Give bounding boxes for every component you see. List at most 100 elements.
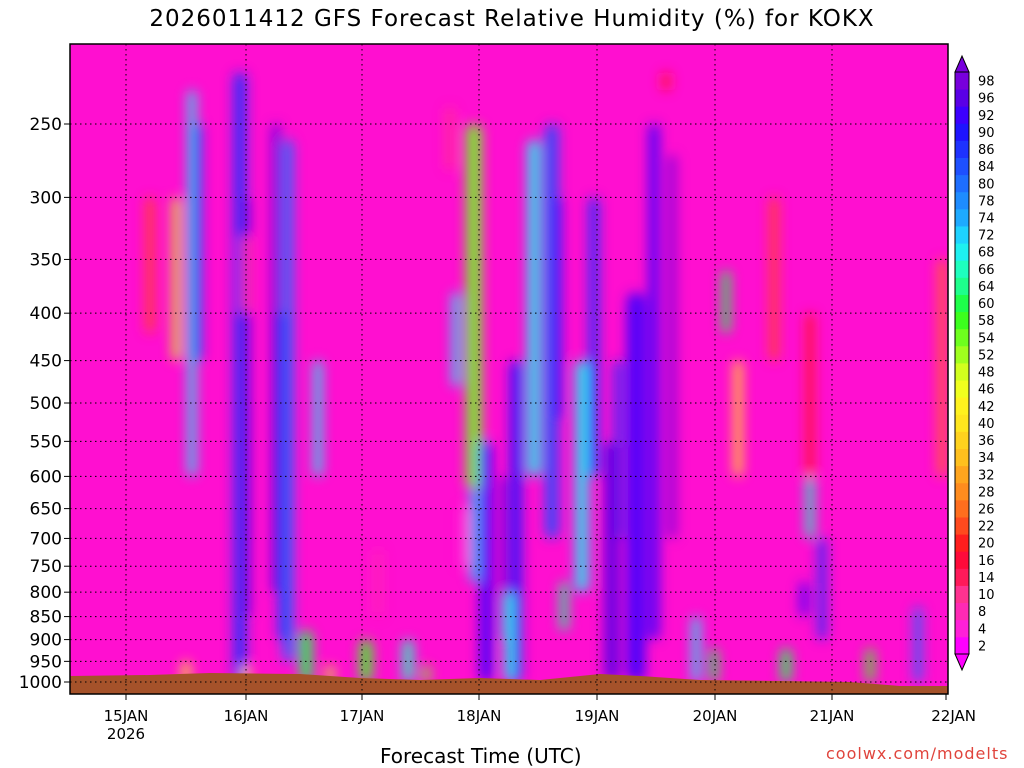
x-axis: 15JAN 16JAN 17JAN 18JAN 19JAN 20JAN 21JAN 22JAN… — [104, 694, 976, 743]
colorbar-label: 10 — [978, 588, 995, 603]
colorbar-swatch — [955, 294, 969, 313]
colorbar-swatch — [955, 174, 969, 193]
colorbar-label: 14 — [978, 571, 995, 586]
colorbar-swatch — [955, 534, 969, 552]
y-tick-label: 600 — [30, 467, 62, 487]
colorbar-label: 46 — [978, 383, 995, 398]
y-tick-label: 850 — [30, 608, 62, 628]
rh-region-27 — [626, 292, 646, 682]
colorbar-swatch — [955, 568, 969, 586]
humidity-field — [146, 72, 1018, 682]
rh-region-21 — [554, 197, 562, 419]
plot-frame — [69, 43, 949, 695]
colorbar-swatch — [955, 448, 969, 467]
rh-region-33 — [806, 476, 814, 539]
colorbar-frame — [954, 71, 970, 655]
rh-region-28 — [648, 124, 660, 640]
y-tick-label: 550 — [30, 432, 62, 452]
colorbar-label: 60 — [978, 297, 995, 312]
rh-region-56 — [458, 508, 466, 567]
y-tick-label: 300 — [30, 188, 62, 208]
rh-region-48 — [806, 313, 814, 477]
colorbar-swatch — [955, 551, 969, 569]
rh-region-22 — [575, 360, 589, 593]
colorbar-swatch — [955, 585, 969, 604]
colorbar-label: 20 — [978, 537, 995, 552]
colorbar-swatch — [955, 106, 969, 124]
y-tick-label: 750 — [30, 557, 62, 577]
rh-region-57 — [446, 107, 454, 170]
rh-region-53 — [146, 197, 154, 333]
colorbar-label: 36 — [978, 434, 995, 449]
rh-region-15 — [470, 489, 478, 582]
colorbar-swatch — [955, 345, 969, 364]
rh-region-42 — [422, 665, 430, 682]
colorbar-swatch — [955, 380, 969, 398]
colorbar-label: 34 — [978, 451, 995, 466]
colorbar-label: 4 — [978, 622, 986, 637]
rh-region-58 — [662, 72, 670, 91]
y-tick-label: 500 — [30, 394, 62, 414]
colorbar-label: 28 — [978, 485, 995, 500]
colorbar-swatch — [955, 140, 969, 158]
colorbar-label: 52 — [978, 348, 995, 363]
rh-region-35 — [800, 582, 808, 617]
colorbar-swatch — [955, 465, 969, 484]
colorbar-label: 68 — [978, 246, 995, 261]
rh-region-37 — [914, 607, 922, 682]
colorbar-swatch — [955, 157, 969, 176]
x-tick-label: 22JAN — [931, 707, 976, 725]
rh-region-14 — [452, 292, 460, 387]
rh-region-12 — [359, 639, 373, 682]
rh-region-36 — [692, 616, 700, 682]
y-tick-label: 250 — [30, 115, 62, 135]
colorbar-label: 66 — [978, 263, 995, 278]
rh-region-46 — [985, 661, 996, 682]
ground-terrain — [70, 673, 948, 694]
colorbar-label: 92 — [978, 109, 995, 124]
colorbar-swatch — [955, 260, 969, 278]
rh-region-50 — [1010, 313, 1018, 476]
rh-region-49 — [938, 259, 946, 477]
x-year-label: 2026 — [107, 725, 145, 743]
colorbar-label: 98 — [978, 75, 995, 90]
colorbar-swatch — [955, 89, 969, 107]
rh-region-32 — [734, 360, 742, 477]
rh-region-13 — [466, 124, 482, 490]
y-tick-label: 450 — [30, 352, 62, 372]
colorbar-label: 40 — [978, 417, 995, 432]
colorbar-label: 80 — [978, 177, 995, 192]
colorbar-swatch — [955, 499, 969, 518]
colorbar-label: 78 — [978, 194, 995, 209]
rh-region-8 — [172, 197, 181, 361]
colorbar-swatch — [955, 482, 969, 501]
rh-region-29 — [668, 155, 676, 539]
colorbar-label: 32 — [978, 468, 995, 483]
colorbar-max-arrow — [954, 54, 970, 73]
x-tick-label: 16JAN — [224, 707, 269, 725]
colorbar-label: 72 — [978, 229, 995, 244]
x-tick-label: 15JAN — [104, 707, 149, 725]
colorbar-swatch — [955, 431, 969, 449]
y-tick-label: 1000 — [19, 673, 62, 693]
y-tick-label: 800 — [30, 583, 62, 603]
rh-region-30 — [560, 582, 568, 631]
colorbar-label: 58 — [978, 314, 995, 329]
colorbar-swatch — [955, 328, 969, 347]
y-tick-label: 950 — [30, 652, 62, 672]
colorbar-swatch — [955, 277, 969, 295]
y-tick-label: 400 — [30, 304, 62, 324]
rh-region-26 — [604, 441, 620, 682]
rh-region-31 — [722, 270, 730, 333]
rh-region-2 — [242, 403, 250, 539]
grid-lines — [70, 44, 948, 694]
colorbar-swatch — [955, 363, 969, 381]
y-axis: 250 300 350 400 450 500 550 600 650 700 750 800 850 9… — [19, 115, 70, 693]
rh-region-25 — [504, 592, 516, 682]
rh-region-9 — [314, 360, 322, 477]
rh-region-7 — [194, 124, 202, 361]
colorbar-swatch — [955, 414, 969, 432]
rh-region-23 — [588, 197, 600, 477]
colorbar-label: 48 — [978, 366, 995, 381]
